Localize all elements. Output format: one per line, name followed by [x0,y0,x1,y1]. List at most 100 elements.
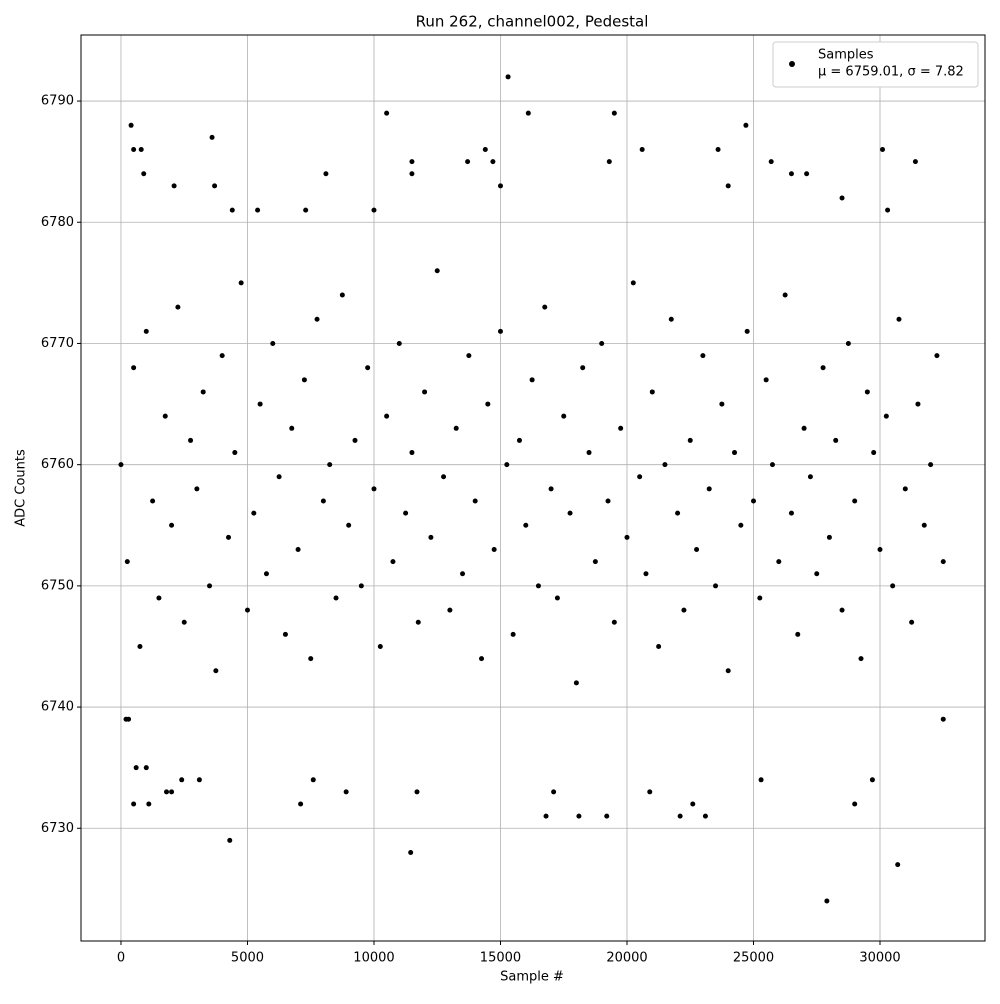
data-point [804,171,810,177]
data-point [586,450,592,456]
data-point [131,801,137,807]
data-point [776,559,782,565]
data-point [263,571,269,577]
data-point [384,413,390,419]
data-point [647,789,653,795]
data-point [150,498,156,504]
data-point [505,74,511,80]
data-point [542,304,548,310]
data-point [460,571,466,577]
data-point [839,195,845,201]
legend-marker [789,61,795,67]
data-point [472,498,478,504]
data-point [523,522,529,528]
data-point [358,583,364,589]
data-point [915,401,921,407]
data-point [479,656,485,662]
data-point [447,607,453,613]
data-point [516,437,522,443]
data-point [668,316,674,322]
data-point [864,389,870,395]
data-point [323,171,329,177]
data-point [441,474,447,480]
data-point [921,522,927,528]
data-point [852,498,858,504]
data-point [788,510,794,516]
data-point [175,304,181,310]
data-point [618,425,624,431]
data-point [700,353,706,359]
data-point [940,559,946,565]
data-point [611,110,617,116]
data-point [333,595,339,601]
data-point [434,268,440,274]
data-point [858,656,864,662]
data-point [833,437,839,443]
data-point [604,813,610,819]
x-tick-label: 30000 [859,951,900,966]
data-point [491,547,497,553]
data-point [725,183,731,189]
data-point [352,437,358,443]
data-point [869,777,875,783]
data-point [226,534,232,540]
data-point [295,547,301,553]
y-tick-label: 6790 [41,94,74,109]
data-point [409,171,415,177]
data-point [257,401,263,407]
data-point [580,365,586,371]
data-point [485,401,491,407]
y-tick-label: 6770 [41,336,74,351]
data-point [694,547,700,553]
data-point [719,401,725,407]
data-point [551,789,557,795]
data-point [219,353,225,359]
data-point [743,122,749,128]
x-tick-label: 20000 [606,951,647,966]
data-point [912,159,918,165]
data-point [141,171,147,177]
data-point [504,462,510,468]
data-point [131,365,137,371]
data-point [543,813,549,819]
data-point [768,159,774,165]
data-point [656,643,662,649]
data-point [852,801,858,807]
data-point [561,413,567,419]
data-point [662,462,668,468]
data-point [845,340,851,346]
data-point [702,813,708,819]
data-point [409,450,415,456]
y-tick-label: 6760 [41,457,74,472]
data-point [490,159,496,165]
data-point [320,498,326,504]
data-point [164,789,170,795]
data-point [909,619,915,625]
data-point [732,450,738,456]
data-point [289,425,295,431]
data-point [453,425,459,431]
data-point [143,328,149,334]
data-point [738,522,744,528]
data-point [725,668,731,674]
data-point [497,183,503,189]
legend-detail: μ = 6759.01, σ = 7.82 [818,65,964,80]
data-point [605,498,611,504]
y-axis-label: ADC Counts [14,449,29,527]
data-point [715,147,721,153]
data-point [883,413,889,419]
data-point [409,159,415,165]
data-point [146,801,152,807]
data-point [902,486,908,492]
data-point [890,583,896,589]
data-point [194,486,200,492]
data-point [251,510,257,516]
grid: 0 5000 10000 15000 20000 25000 30000 6730 6740 67… [41,35,985,966]
data-point [639,147,645,153]
data-point [229,207,235,213]
data-point [244,607,250,613]
data-point [255,207,261,213]
data-point [200,389,206,395]
data-point [465,159,471,165]
